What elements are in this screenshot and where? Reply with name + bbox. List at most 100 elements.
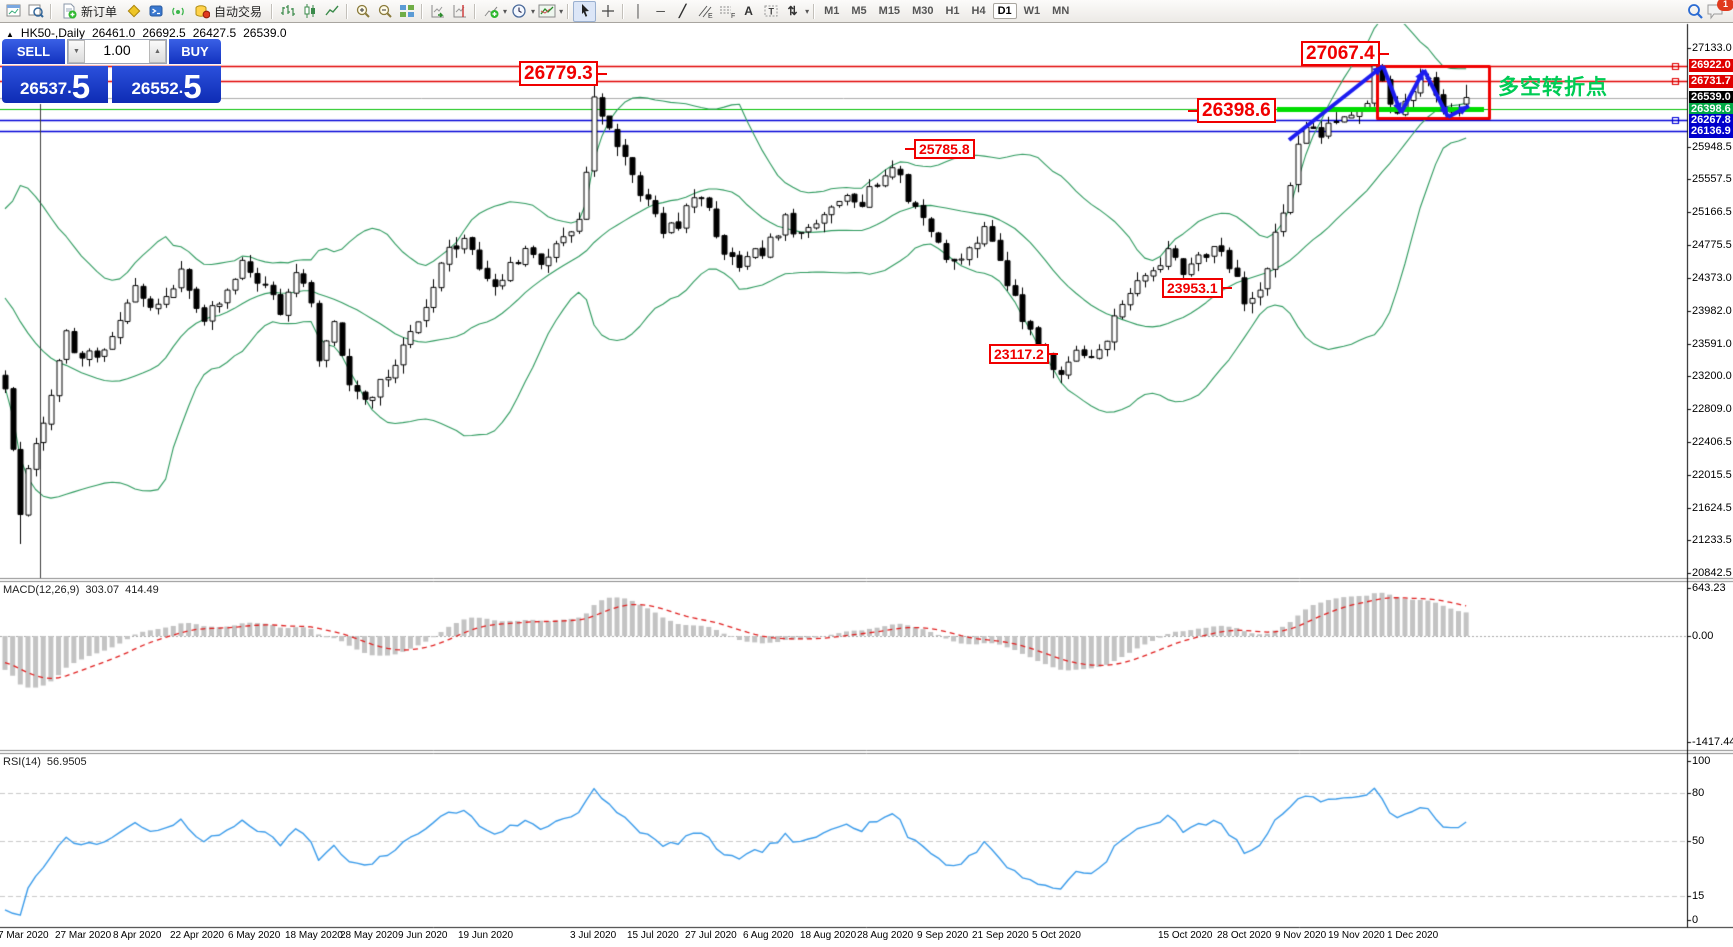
candlestick-chart-icon[interactable] xyxy=(299,2,320,21)
channel-tool[interactable]: E xyxy=(694,2,715,21)
volume-input[interactable]: 1.00 xyxy=(103,42,131,58)
date-axis-label: 28 Aug 2020 xyxy=(857,930,914,941)
zoom-in-icon[interactable] xyxy=(352,2,373,21)
vline-tool[interactable]: │ xyxy=(634,4,643,18)
label-tool[interactable]: T xyxy=(760,2,781,21)
buy-price[interactable]: 26552. 5 xyxy=(112,66,221,103)
rsi-value: 56.9505 xyxy=(46,756,87,768)
price-axis-tick: 23982.0 xyxy=(1692,304,1732,317)
date-axis-label: 27 Mar 2020 xyxy=(55,930,112,941)
date-axis-label: 19 Nov 2020 xyxy=(1328,930,1385,941)
metaeditor-icon[interactable] xyxy=(123,2,144,21)
date-axis-label: 21 Sep 2020 xyxy=(972,930,1029,941)
rsi-axis-tick: 50 xyxy=(1692,834,1705,847)
callout-connector xyxy=(597,72,607,75)
template-caret[interactable]: ▾ xyxy=(559,6,564,16)
timeframe-h4[interactable]: H4 xyxy=(971,5,986,17)
date-axis-label: 3 Jul 2020 xyxy=(570,930,617,941)
price-axis-tick: 25948.5 xyxy=(1692,140,1732,153)
add-indicator-caret[interactable]: ▾ xyxy=(503,6,508,16)
new-order-icon xyxy=(63,3,77,19)
template-dropdown-icon[interactable] xyxy=(536,2,557,21)
timeframe-m15[interactable]: M15 xyxy=(878,5,901,17)
collapse-triangle-icon[interactable]: ▲ xyxy=(6,30,14,39)
search-icon[interactable] xyxy=(1684,2,1705,21)
macd-name: MACD(12,26,9) xyxy=(3,584,80,596)
price-callout-label[interactable]: 26779.3 xyxy=(519,61,607,86)
turning-point-annotation[interactable]: 多空转折点 xyxy=(1498,76,1608,99)
price-axis-tick: 22809.0 xyxy=(1692,402,1732,415)
sell-price-int: 26537 xyxy=(19,79,68,98)
cursor-tool-icon[interactable] xyxy=(573,0,597,22)
period-clock-icon[interactable] xyxy=(508,2,529,21)
volume-increment-button[interactable]: ▲ xyxy=(149,40,166,63)
buy-button[interactable]: BUY xyxy=(169,39,221,64)
callout-connector xyxy=(1188,109,1197,112)
volume-decrement-button[interactable]: ▼ xyxy=(68,40,85,63)
market-watch-icon[interactable] xyxy=(25,2,46,21)
price-callout-label[interactable]: 25785.8 xyxy=(905,139,975,159)
chart-shift-icon[interactable] xyxy=(449,2,470,21)
sell-button[interactable]: SELL xyxy=(2,39,65,64)
chat-button[interactable]: 1 xyxy=(1706,0,1733,21)
notification-badge: 1 xyxy=(1717,0,1733,11)
toolbar-separator xyxy=(813,3,816,19)
rsi-axis-tick: 15 xyxy=(1692,890,1705,903)
price-callout-label[interactable]: 23117.2 xyxy=(989,344,1058,364)
timeframe-d1[interactable]: D1 xyxy=(992,3,1017,19)
date-axis-label: 8 Apr 2020 xyxy=(113,930,162,941)
buy-price-int: 26552 xyxy=(131,79,179,98)
timeframe-w1[interactable]: W1 xyxy=(1023,5,1041,17)
timeframe-h1[interactable]: H1 xyxy=(945,5,960,17)
buy-price-dot: . xyxy=(178,80,184,97)
bar-chart-icon[interactable] xyxy=(277,2,298,21)
arrows-tool[interactable]: ⇅ xyxy=(787,4,798,18)
arrows-tool-caret[interactable]: ▾ xyxy=(805,6,810,16)
price-axis-tick: 21624.5 xyxy=(1692,501,1732,514)
autotrading-button[interactable]: 自动交易 xyxy=(189,2,267,21)
tile-windows-icon[interactable] xyxy=(396,2,417,21)
sell-price[interactable]: 26537. 5 xyxy=(2,66,108,103)
terminal-icon[interactable] xyxy=(145,2,166,21)
chart-window-icon[interactable] xyxy=(3,2,24,21)
date-axis-label: 28 May 2020 xyxy=(340,930,398,941)
macd-axis-tick: 0.00 xyxy=(1692,630,1714,642)
price-callout-label[interactable]: 27067.4 xyxy=(1301,41,1389,66)
line-chart-icon[interactable] xyxy=(321,2,342,21)
price-axis-tick: 22015.5 xyxy=(1692,469,1732,482)
rsi-axis-tick: 80 xyxy=(1692,786,1705,799)
crosshair-tool-icon[interactable] xyxy=(597,2,618,21)
auto-scroll-icon[interactable] xyxy=(427,2,448,21)
rsi-label: RSI(14) 56.9505 xyxy=(3,756,87,768)
rsi-name: RSI(14) xyxy=(3,756,41,768)
symbol-period-label: HK50-,Daily xyxy=(20,26,85,40)
date-axis-label: 28 Oct 2020 xyxy=(1217,930,1272,941)
price-axis-tick: 23200.0 xyxy=(1692,370,1732,383)
timeframe-mn[interactable]: MN xyxy=(1052,5,1070,17)
date-axis-label: 18 May 2020 xyxy=(285,930,343,941)
signals-icon[interactable] xyxy=(167,2,188,21)
trendline-tool[interactable]: ╱ xyxy=(678,4,687,18)
ohlc-close: 26539.0 xyxy=(243,26,287,40)
timeframe-m1[interactable]: M1 xyxy=(824,5,840,17)
zoom-out-icon[interactable] xyxy=(374,2,395,21)
price-callout-label[interactable]: 26398.6 xyxy=(1188,98,1276,123)
new-order-button[interactable]: 新订单 xyxy=(56,2,122,21)
date-axis-label: 5 Oct 2020 xyxy=(1032,930,1081,941)
date-axis-label: 18 Aug 2020 xyxy=(800,930,857,941)
hline-tool[interactable]: ─ xyxy=(656,4,665,18)
new-order-label: 新订单 xyxy=(81,4,118,19)
main-toolbar: 新订单 自动交易 ▾ ▾ ▾ │ ─ ╱ E F A xyxy=(0,0,1733,23)
timeframe-m30[interactable]: M30 xyxy=(912,5,934,17)
timeframe-switcher: M1 M5 M15 M30 H1 H4 D1 W1 MN xyxy=(819,3,1074,19)
period-caret[interactable]: ▾ xyxy=(531,6,536,16)
add-indicator-button[interactable] xyxy=(480,2,501,21)
macd-value: 303.07 xyxy=(85,584,120,596)
price-callout-label[interactable]: 23953.1 xyxy=(1162,278,1232,298)
price-axis-tick: 27133.0 xyxy=(1692,42,1732,54)
toolbar-separator xyxy=(622,3,625,19)
fibonacci-tool[interactable]: F xyxy=(716,2,737,21)
text-tool[interactable]: A xyxy=(744,4,753,18)
timeframe-m5[interactable]: M5 xyxy=(851,5,867,17)
